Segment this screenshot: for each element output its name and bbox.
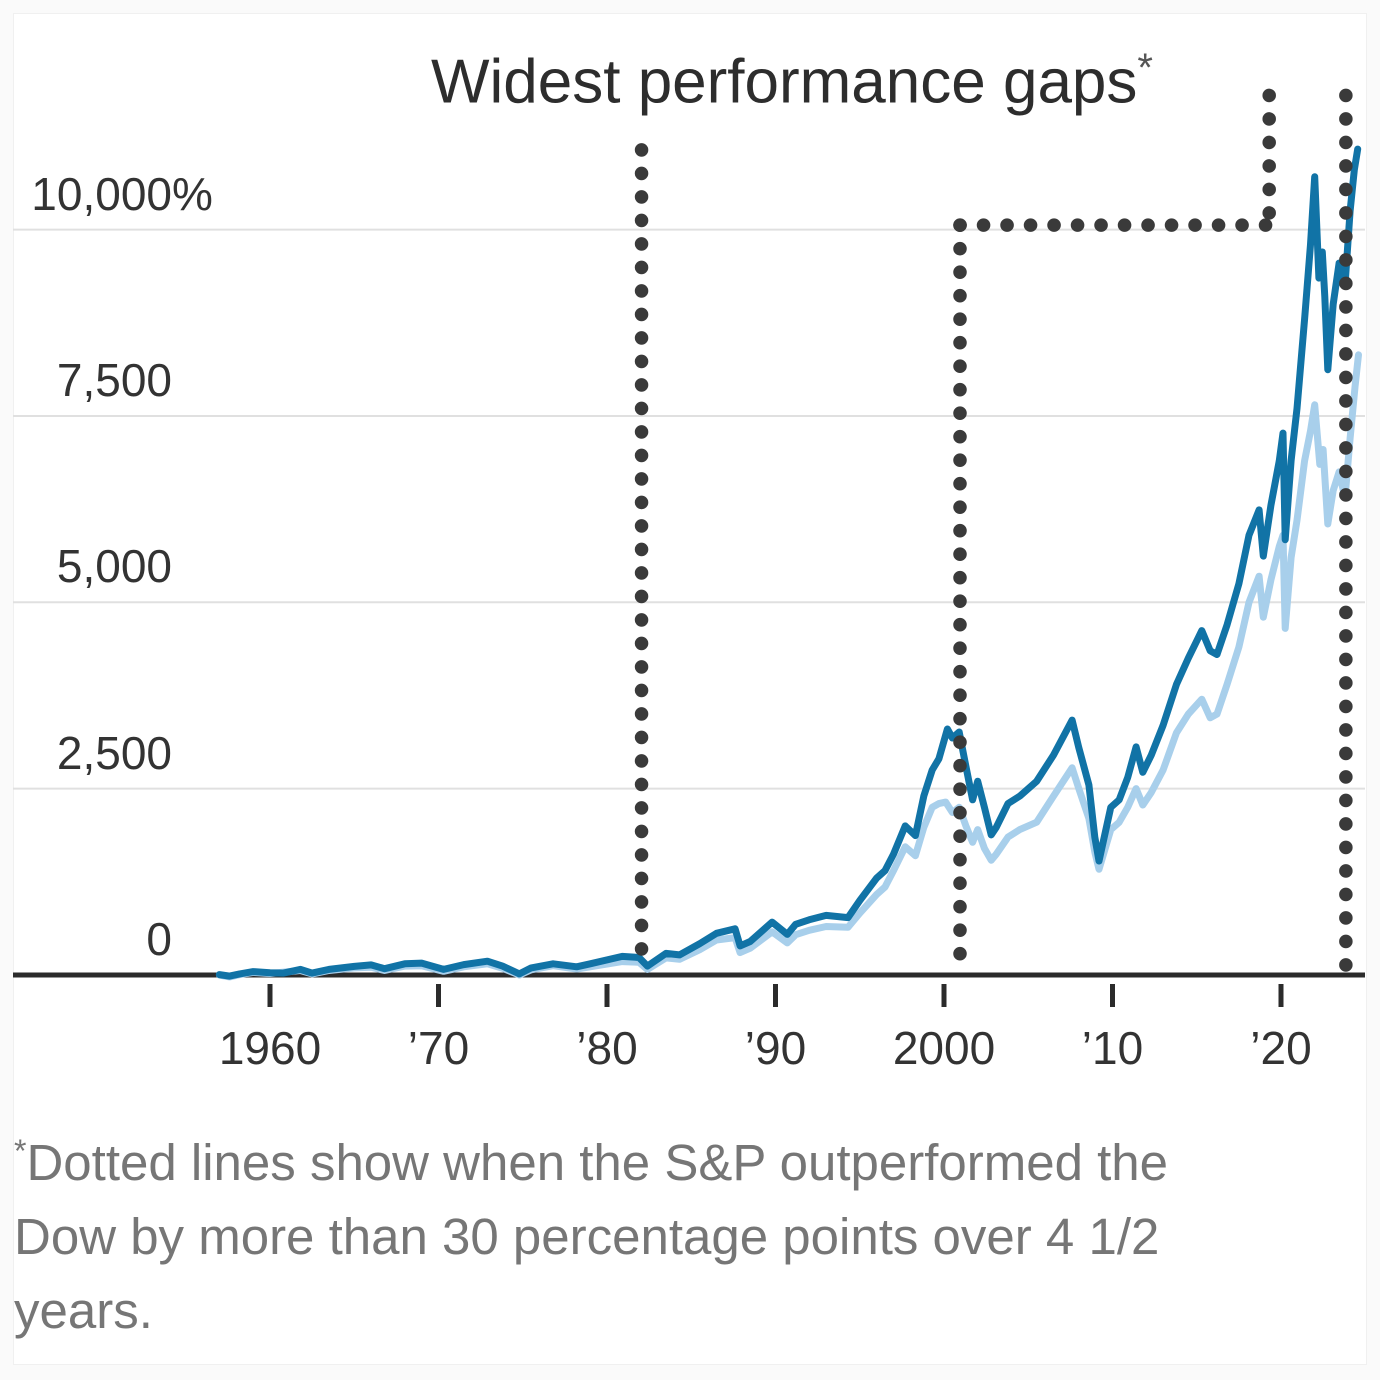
chart-title-asterisk: * bbox=[1137, 46, 1153, 90]
y-tick-value: 7,500 bbox=[56, 353, 172, 406]
x-tick-label: ’20 bbox=[1250, 1022, 1312, 1074]
y-tick-label: 10,000% bbox=[0, 166, 213, 222]
chart-footnote: *Dotted lines show when the S&P outperfo… bbox=[14, 1126, 1362, 1348]
x-tick-label: ’80 bbox=[576, 1022, 638, 1074]
x-tick-label: 1960 bbox=[218, 1022, 322, 1074]
x-tick-label: ’70 bbox=[407, 1022, 470, 1074]
y-tick-value: 2,500 bbox=[56, 726, 172, 779]
y-tick-value: 0 bbox=[146, 913, 172, 965]
y-tick-label: 5,000 bbox=[0, 538, 172, 594]
footnote-text-1: Dotted lines show when the S&P outperfor… bbox=[26, 1134, 1169, 1191]
y-tick-label: 2,500 bbox=[0, 725, 172, 781]
footnote-line-3: years. bbox=[14, 1282, 153, 1339]
chart-title-text: Widest performance gaps bbox=[430, 47, 1138, 117]
chart-title: Widest performance gaps* bbox=[392, 46, 1192, 118]
footnote-line-1: *Dotted lines show when the S&P outperfo… bbox=[14, 1126, 1362, 1200]
y-tick-unit-suffix: % bbox=[172, 167, 213, 220]
y-tick-value: 10,000 bbox=[31, 167, 172, 220]
x-tick-label: ’90 bbox=[744, 1022, 807, 1074]
x-tick-label: ’10 bbox=[1081, 1022, 1144, 1074]
footnote-asterisk: * bbox=[14, 1133, 27, 1169]
y-tick-label: 7,500 bbox=[0, 352, 172, 408]
footnote-line-2: Dow by more than 30 percentage points ov… bbox=[14, 1208, 1160, 1265]
y-tick-value: 5,000 bbox=[56, 540, 172, 593]
x-tick-label: 2000 bbox=[892, 1022, 996, 1074]
y-tick-label: 0 bbox=[0, 911, 172, 967]
